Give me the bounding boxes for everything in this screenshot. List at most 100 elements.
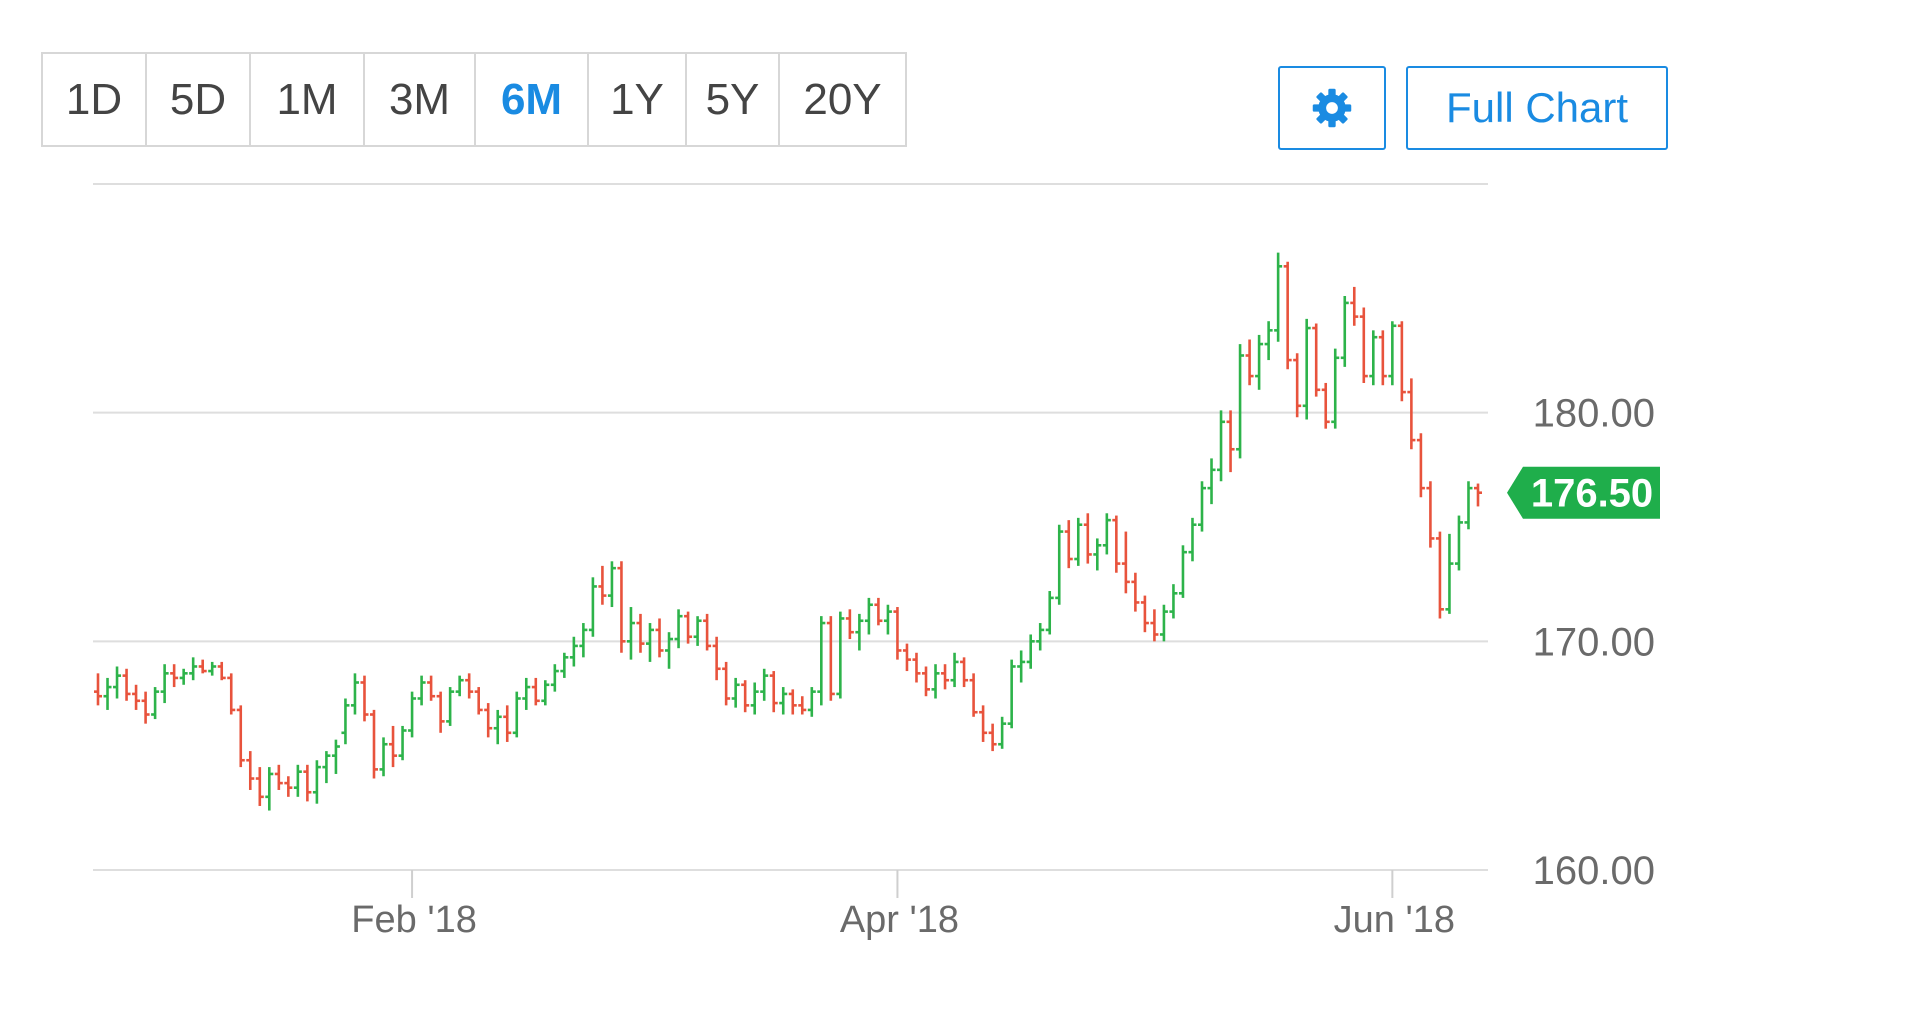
ohlc-bar (874, 597, 883, 626)
ohlc-bar (1397, 321, 1406, 402)
ohlc-bar (217, 661, 226, 681)
ohlc-bar (179, 668, 188, 685)
ohlc-bar (1007, 659, 1016, 729)
range-button-5y[interactable]: 5Y (687, 54, 780, 145)
ohlc-bar (950, 652, 959, 688)
ohlc-bar (1416, 433, 1425, 498)
range-button-6m[interactable]: 6M (476, 54, 589, 145)
ohlc-bar (912, 652, 921, 683)
ohlc-bar (246, 751, 255, 790)
ohlc-bar (1188, 517, 1197, 562)
ohlc-bar (665, 632, 674, 669)
ohlc-bar (512, 691, 521, 738)
range-button-5d[interactable]: 5D (147, 54, 251, 145)
ohlc-bar (1445, 533, 1454, 614)
ohlc-bar (113, 666, 122, 699)
ohlc-bar (189, 657, 198, 681)
ohlc-bar (1388, 321, 1397, 386)
ohlc-bar (598, 565, 607, 605)
ohlc-bar (503, 705, 512, 742)
ohlc-bar (1207, 458, 1216, 505)
ohlc-bar (1474, 483, 1482, 507)
ohlc-bar (722, 661, 731, 706)
ohlc-bar (817, 616, 826, 706)
ohlc-bar (1435, 531, 1444, 619)
ohlc-bar (1359, 307, 1368, 383)
ohlc-bar (465, 673, 474, 699)
ohlc-bar (864, 597, 873, 635)
ohlc-bar (769, 671, 778, 713)
ohlc-bar (1217, 410, 1226, 482)
x-tick-label: Apr '18 (840, 899, 959, 941)
ohlc-bar (1321, 382, 1330, 429)
ohlc-bar (436, 691, 445, 733)
settings-button[interactable] (1278, 66, 1386, 150)
ohlc-bar (170, 664, 179, 688)
ohlc-bar (408, 691, 417, 738)
ohlc-bar (1198, 481, 1206, 532)
ohlc-bar (331, 739, 340, 774)
ohlc-bar (798, 696, 807, 715)
ohlc-bar (1045, 591, 1054, 635)
ohlc-bar (1331, 348, 1340, 429)
x-tick-label: Jun '18 (1334, 899, 1455, 941)
ohlc-bar (455, 675, 464, 697)
ohlc-bar (1245, 339, 1254, 386)
ohlc-bar (1159, 604, 1168, 642)
ohlc-bar (360, 675, 369, 722)
ohlc-bar (1017, 650, 1026, 683)
ohlc-bar (1283, 261, 1292, 370)
ohlc-bar (731, 677, 740, 708)
ohlc-bar (1369, 330, 1378, 386)
y-tick-label: 170.00 (1533, 620, 1655, 664)
ohlc-bar (969, 673, 978, 717)
ohlc-bar (531, 677, 540, 706)
ohlc-bar (607, 561, 616, 608)
current-price-tag: 176.50 (1507, 466, 1660, 519)
ohlc-bar (750, 682, 759, 715)
ohlc-bar (1378, 330, 1387, 386)
ohlc-bar (370, 709, 378, 779)
ohlc-bar (227, 673, 236, 715)
ohlc-bar (198, 659, 207, 674)
ohlc-bar (845, 609, 854, 640)
ohlc-bar (998, 716, 1007, 749)
ohlc-bar (236, 705, 245, 768)
range-button-1d[interactable]: 1D (43, 54, 147, 145)
full-chart-button[interactable]: Full Chart (1406, 66, 1668, 150)
ohlc-bar (636, 613, 645, 653)
ohlc-bar (312, 760, 321, 804)
ohlc-bar (579, 623, 588, 658)
ohlc-bar (1140, 595, 1149, 633)
ohlc-bar (322, 751, 331, 784)
ohlc-bar (1312, 323, 1321, 397)
ohlc-bar (122, 668, 131, 701)
ohlc-bar (1407, 378, 1416, 450)
ohlc-bar (836, 611, 845, 699)
ohlc-bar (446, 687, 455, 726)
ohlc-bar (902, 643, 911, 672)
range-button-1y[interactable]: 1Y (589, 54, 687, 145)
ohlc-bar (1131, 572, 1140, 612)
ohlc-bar (493, 709, 502, 745)
ohlc-bar (646, 623, 654, 662)
ohlc-bar (1236, 344, 1245, 459)
ohlc-bar (1102, 513, 1111, 555)
ohlc-bar (160, 664, 169, 704)
ohlc-bar (522, 677, 531, 710)
ohlc-bar (617, 561, 626, 653)
ohlc-bar (893, 607, 902, 660)
ohlc-bar (284, 776, 293, 797)
ohlc-bar (922, 666, 930, 697)
ohlc-bar (1293, 353, 1302, 418)
range-button-1m[interactable]: 1M (251, 54, 365, 145)
ohlc-bar (1302, 318, 1311, 420)
ohlc-bar (1064, 520, 1073, 569)
range-button-20y[interactable]: 20Y (803, 74, 882, 124)
ohlc-bar (255, 767, 264, 806)
ohlc-bar (1169, 584, 1178, 619)
ohlc-bar (1264, 321, 1273, 361)
ohlc-bar (484, 703, 493, 738)
range-button-3m[interactable]: 3M (365, 54, 476, 145)
ohlc-bar (550, 664, 559, 692)
